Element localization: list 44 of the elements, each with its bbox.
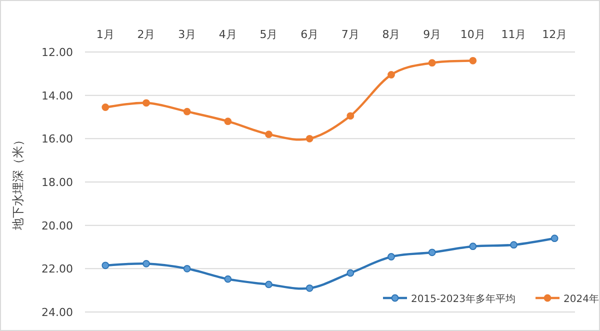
point bbox=[346, 112, 354, 120]
y-tick-label: 22.00 bbox=[42, 262, 73, 276]
y-tick-label: 16.00 bbox=[42, 132, 73, 146]
point bbox=[346, 269, 354, 277]
point bbox=[510, 241, 518, 249]
y-tick-label: 24.00 bbox=[42, 306, 73, 319]
point bbox=[224, 118, 232, 126]
y-tick-label: 12.00 bbox=[42, 46, 73, 59]
point bbox=[428, 59, 436, 67]
x-tick-label: 7月 bbox=[341, 28, 360, 41]
point bbox=[428, 248, 436, 256]
y-axis-title: 地下水埋深（米） bbox=[11, 134, 25, 231]
x-tick-label: 12月 bbox=[542, 28, 568, 41]
x-tick-label: 1月 bbox=[96, 28, 114, 41]
y-tick-label: 14.00 bbox=[42, 89, 73, 102]
point bbox=[142, 260, 150, 268]
point bbox=[102, 104, 110, 111]
point bbox=[102, 262, 110, 270]
legend-label: 2015-2023年多年平均 bbox=[411, 293, 516, 305]
point bbox=[388, 253, 395, 260]
point bbox=[469, 242, 477, 250]
x-tick-label: 3月 bbox=[178, 28, 196, 41]
point bbox=[306, 284, 314, 292]
point bbox=[550, 234, 558, 242]
x-tick-label: 6月 bbox=[300, 28, 319, 41]
point bbox=[224, 275, 232, 283]
point bbox=[265, 280, 272, 288]
x-tick-label: 5月 bbox=[260, 28, 278, 41]
point bbox=[142, 99, 150, 107]
point bbox=[265, 130, 272, 138]
y-tick-label: 20.00 bbox=[42, 219, 73, 232]
y-tick-label: 18.00 bbox=[42, 176, 73, 189]
x-tick-label: 11月 bbox=[501, 28, 526, 41]
point bbox=[183, 108, 191, 116]
legend-label: 2024年 bbox=[564, 293, 599, 305]
point bbox=[388, 71, 395, 78]
point bbox=[183, 264, 191, 272]
x-tick-label: 2月 bbox=[137, 28, 156, 41]
point bbox=[306, 134, 314, 142]
x-tick-label: 9月 bbox=[423, 28, 442, 41]
point bbox=[469, 56, 477, 64]
x-tick-label: 10月 bbox=[460, 28, 486, 41]
x-tick-label: 4月 bbox=[218, 28, 237, 41]
x-tick-label: 8月 bbox=[382, 28, 400, 41]
